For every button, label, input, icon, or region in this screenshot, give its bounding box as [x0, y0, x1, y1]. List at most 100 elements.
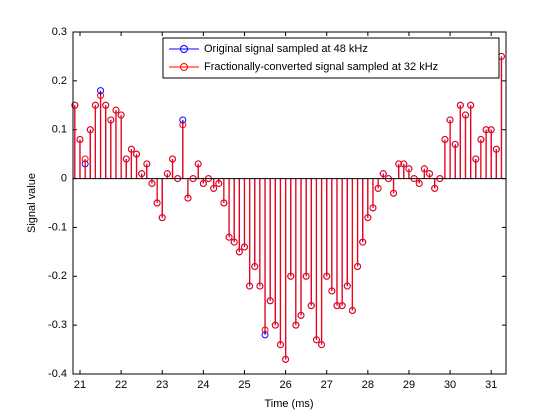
stem-marker — [312, 336, 320, 344]
y-tick-label: 0.1 — [52, 124, 67, 136]
x-tick-label: 27 — [321, 379, 333, 391]
stem-marker — [127, 145, 135, 153]
y-axis-label: Signal value — [26, 173, 38, 233]
stem-marker — [487, 126, 495, 134]
x-axis-label: Time (ms) — [264, 398, 313, 410]
stem-marker — [184, 194, 192, 202]
axes-box — [72, 31, 507, 375]
stem-marker — [179, 116, 187, 124]
stem-marker — [338, 302, 346, 310]
stem-marker — [467, 101, 475, 109]
y-tick-label: -0.2 — [48, 270, 67, 282]
stem-marker — [405, 165, 413, 173]
stem-marker — [220, 199, 228, 207]
stem-marker — [169, 155, 177, 163]
stem-marker — [230, 238, 238, 246]
stem-marker — [451, 140, 459, 148]
stem-marker — [441, 135, 449, 143]
stem-marker — [323, 272, 331, 280]
stem-marker — [251, 263, 259, 271]
stem-marker — [446, 116, 454, 124]
stem-marker — [71, 101, 79, 109]
stem-marker — [266, 297, 274, 305]
stem-marker — [348, 306, 356, 314]
legend-marker — [180, 45, 188, 53]
stem-marker — [107, 116, 115, 124]
x-tick-label: 31 — [485, 379, 497, 391]
stem-marker — [472, 155, 480, 163]
x-tick-label: 23 — [156, 379, 168, 391]
stem-marker — [163, 170, 171, 178]
stem-marker — [307, 302, 315, 310]
x-tick-label: 26 — [279, 379, 291, 391]
stem-marker — [138, 170, 146, 178]
stem-marker — [91, 101, 99, 109]
stem-marker — [235, 248, 243, 256]
stem-marker — [261, 331, 269, 339]
stem-marker — [199, 179, 207, 187]
stem-marker — [194, 160, 202, 168]
stem-marker — [328, 287, 336, 295]
stem-marker — [256, 282, 264, 290]
y-tick-label: 0.3 — [52, 26, 67, 38]
stem-marker — [282, 355, 290, 363]
stem-marker — [76, 135, 84, 143]
stem-marker — [97, 92, 105, 100]
stem-marker — [271, 321, 279, 329]
stem-marker — [297, 311, 305, 319]
x-tick-label: 25 — [238, 379, 250, 391]
stem-marker — [302, 272, 310, 280]
stem-marker — [395, 160, 403, 168]
stem-marker — [240, 243, 248, 251]
stem-marker — [292, 321, 300, 329]
y-tick-label: -0.1 — [48, 221, 67, 233]
x-tick-label: 21 — [74, 379, 86, 391]
stem-marker — [364, 214, 372, 222]
stem-marker — [225, 233, 233, 241]
stem-marker — [210, 184, 218, 192]
stem-marker — [461, 111, 469, 119]
stem-marker — [415, 179, 423, 187]
legend-label: Original signal sampled at 48 kHz — [204, 43, 368, 55]
stem-marker — [390, 189, 398, 197]
stem-marker — [81, 155, 89, 163]
legend-marker — [180, 63, 188, 71]
stem-marker — [102, 101, 110, 109]
stem-marker — [276, 341, 284, 349]
y-tick-label: 0.2 — [52, 75, 67, 87]
y-tick-label: -0.4 — [48, 368, 67, 380]
stem-marker — [143, 160, 151, 168]
stem-marker — [158, 214, 166, 222]
stem-marker — [359, 238, 367, 246]
stem-marker — [287, 272, 295, 280]
stem-marker — [477, 135, 485, 143]
stem-marker — [179, 121, 187, 129]
stem-marker — [246, 282, 254, 290]
x-tick-label: 22 — [115, 379, 127, 391]
stem-marker — [354, 263, 362, 271]
stem-marker — [318, 341, 326, 349]
stem-marker — [86, 126, 94, 134]
stem-marker — [133, 150, 141, 158]
stem-marker — [431, 184, 439, 192]
stem-marker — [426, 170, 434, 178]
stem-marker — [420, 165, 428, 173]
stem-marker — [374, 184, 382, 192]
stem-marker — [117, 111, 125, 119]
stem-marker — [400, 160, 408, 168]
stem-marker — [456, 101, 464, 109]
x-tick-label: 24 — [197, 379, 209, 391]
stem-marker — [333, 302, 341, 310]
stem-marker — [122, 155, 130, 163]
stem-marker — [343, 282, 351, 290]
x-tick-label: 30 — [444, 379, 456, 391]
stem-marker — [492, 145, 500, 153]
stem-marker — [148, 179, 156, 187]
legend-box — [162, 37, 500, 79]
y-tick-label: 0 — [61, 172, 67, 184]
stem-marker — [482, 126, 490, 134]
stem-marker — [369, 204, 377, 212]
stem-marker — [379, 170, 387, 178]
stem-marker — [261, 326, 269, 334]
